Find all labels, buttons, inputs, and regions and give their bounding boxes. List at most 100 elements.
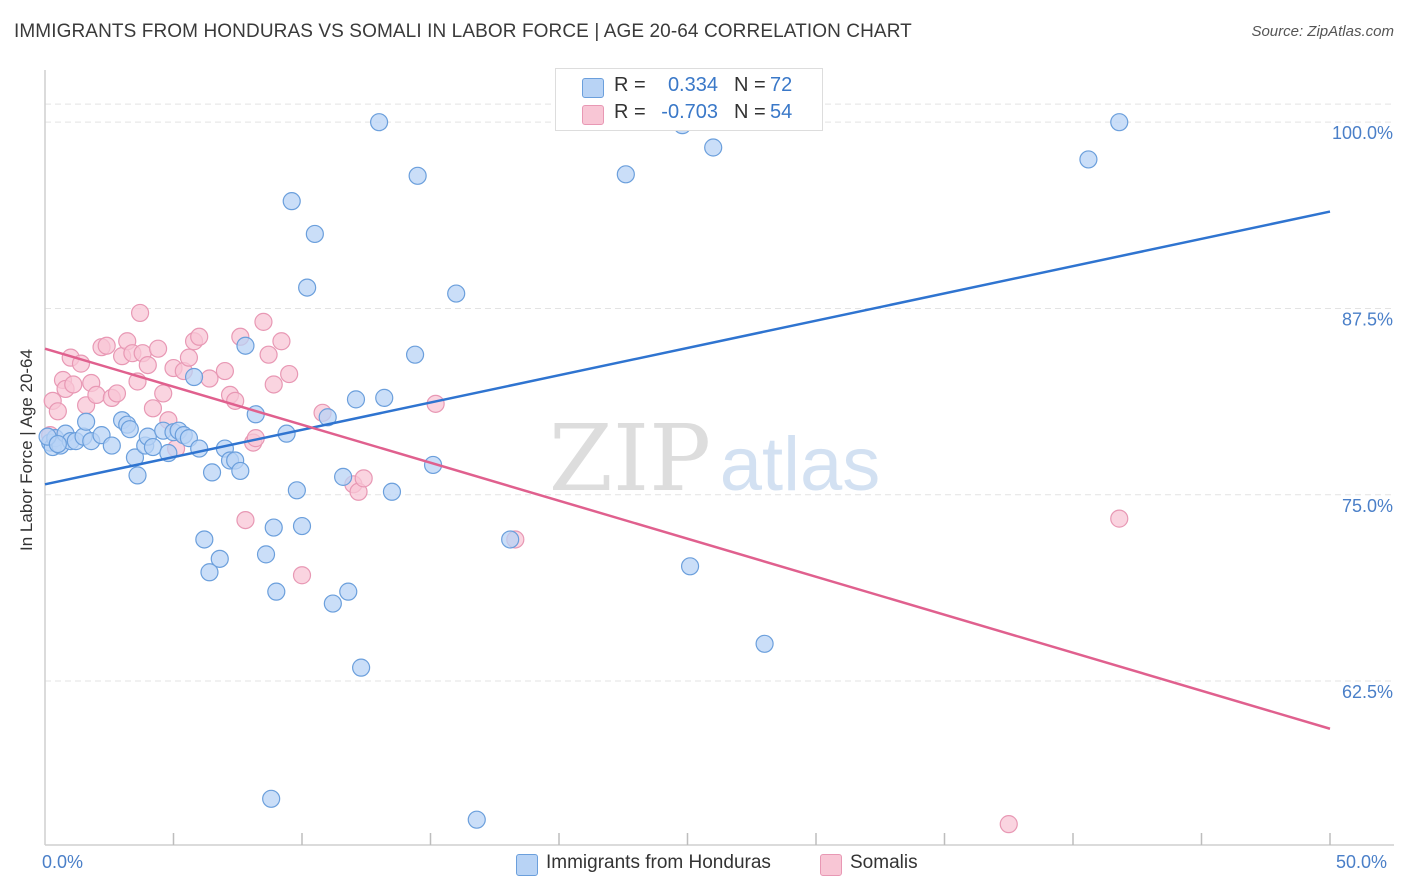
honduras-point	[447, 284, 466, 303]
somalis-point	[107, 384, 127, 403]
y-tick-label: 100.0%	[1332, 123, 1393, 143]
y-tick-label: 87.5%	[1342, 309, 1393, 329]
honduras-point	[405, 345, 425, 364]
honduras-point	[231, 461, 250, 481]
y-axis-label: In Labor Force | Age 20-64	[17, 349, 36, 551]
somalis-point	[148, 339, 168, 358]
honduras-point	[305, 224, 324, 244]
honduras-point	[616, 165, 635, 184]
honduras-point	[195, 530, 214, 549]
somalis-point	[215, 361, 234, 381]
y-axis-label-container: In Labor Force | Age 20-64	[12, 300, 42, 600]
somalis-point	[236, 510, 255, 530]
watermark-zip: ZIP	[549, 405, 711, 512]
honduras-point	[334, 467, 353, 486]
somalis-point	[280, 364, 299, 384]
watermark-atlas: atlas	[720, 422, 881, 507]
honduras-point	[48, 434, 67, 454]
honduras-point	[77, 412, 96, 431]
somalis-point	[254, 312, 273, 331]
honduras-point	[264, 518, 283, 537]
honduras-point	[352, 658, 371, 677]
axes	[44, 70, 1394, 846]
honduras-point	[704, 138, 723, 157]
stats-legend: R = 0.334 N = 72 R = -0.703 N = 54	[555, 68, 823, 131]
honduras-point	[143, 437, 163, 457]
legend-label-somalis: Somalis	[850, 852, 918, 873]
somalis-swatch	[582, 105, 604, 125]
honduras-point	[467, 810, 486, 829]
somalis-point	[138, 355, 157, 375]
x-tick-label-min: 0.0%	[42, 852, 84, 872]
stats-row-honduras: R = 0.334 N = 72	[556, 74, 822, 100]
x-axis-ticks	[172, 833, 1331, 845]
honduras-point	[408, 166, 427, 185]
honduras-point	[287, 481, 306, 500]
somalis-point	[292, 566, 312, 585]
honduras-point	[318, 408, 337, 427]
somalis-points	[41, 303, 1129, 834]
honduras-point	[236, 336, 255, 355]
trend-lines	[44, 210, 1331, 730]
honduras-point	[382, 482, 402, 501]
somalis-point	[179, 348, 199, 367]
r-label: R =	[614, 101, 646, 123]
honduras-point	[323, 594, 342, 613]
n-label: N =	[734, 74, 766, 96]
somalis-point	[64, 375, 83, 394]
source-credit: Source: ZipAtlas.com	[1251, 23, 1394, 40]
somalis-trend-line	[44, 347, 1331, 730]
x-tick-label-max: 50.0%	[1336, 852, 1388, 872]
honduras-swatch	[582, 78, 604, 98]
chart-title: IMMIGRANTS FROM HONDURAS VS SOMALI IN LA…	[14, 21, 912, 42]
honduras-point	[755, 634, 774, 653]
legend-swatch-honduras	[516, 854, 538, 876]
honduras-point	[120, 420, 139, 439]
honduras-point	[292, 516, 312, 536]
honduras-n-value: 72	[770, 74, 793, 96]
somalis-r-value: -0.703	[661, 101, 718, 123]
honduras-point	[128, 466, 147, 485]
n-label: N =	[734, 101, 766, 123]
somalis-point	[354, 469, 373, 488]
honduras-point	[680, 557, 700, 576]
honduras-point	[501, 530, 520, 549]
honduras-point	[1079, 150, 1098, 169]
honduras-point	[256, 545, 276, 564]
honduras-point	[282, 192, 301, 211]
honduras-point	[210, 549, 229, 568]
y-tick-label: 62.5%	[1342, 682, 1393, 702]
somalis-point	[97, 336, 116, 355]
honduras-point	[298, 278, 317, 297]
somalis-point	[264, 375, 283, 394]
somalis-point	[259, 345, 278, 364]
somalis-point	[143, 399, 163, 418]
stats-row-somalis: R = -0.703 N = 54	[556, 101, 822, 127]
honduras-points	[38, 113, 1129, 829]
gridlines	[45, 103, 1394, 682]
somalis-point	[87, 385, 106, 405]
honduras-r-value: 0.334	[667, 74, 718, 96]
y-tick-label: 75.0%	[1342, 496, 1393, 516]
somalis-point	[154, 384, 173, 403]
honduras-point	[370, 113, 389, 132]
somalis-point	[999, 815, 1018, 834]
honduras-point	[346, 390, 366, 409]
somalis-point	[272, 332, 291, 351]
honduras-point	[102, 436, 121, 455]
somalis-point	[190, 327, 209, 346]
legend-label-honduras: Immigrants from Honduras	[546, 852, 771, 873]
legend-swatch-somalis	[820, 854, 842, 876]
honduras-point	[375, 388, 394, 407]
honduras-trend-line	[44, 210, 1331, 486]
series-legend: Immigrants from Honduras Somalis	[0, 852, 1406, 878]
honduras-point	[267, 582, 286, 601]
honduras-point	[202, 463, 222, 482]
somalis-n-value: 54	[770, 101, 793, 123]
honduras-point	[1110, 113, 1129, 132]
r-label: R =	[614, 74, 646, 96]
honduras-point	[262, 789, 281, 808]
honduras-point	[200, 563, 219, 582]
honduras-point	[190, 439, 209, 458]
